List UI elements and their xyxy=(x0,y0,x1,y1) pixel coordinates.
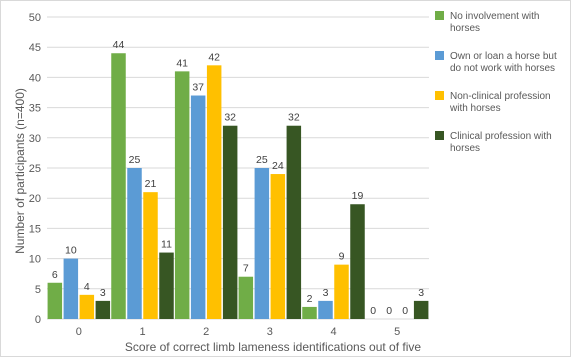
data-label: 3 xyxy=(323,287,329,299)
bar-1-series-1 xyxy=(127,168,142,319)
y-tick-label: 5 xyxy=(35,284,41,296)
bar-0-series-3 xyxy=(95,300,111,319)
data-label: 7 xyxy=(243,263,249,275)
y-tick-label: 0 xyxy=(35,314,41,326)
legend-item-2: Non-clinical profession with horses xyxy=(435,91,551,114)
legend-swatch xyxy=(435,51,444,60)
y-tick-label: 45 xyxy=(29,42,41,54)
data-label: 9 xyxy=(339,251,345,263)
bar-0-series-0 xyxy=(47,282,63,319)
bar-1-series-3 xyxy=(159,252,174,319)
bar-5-series-3 xyxy=(413,300,429,319)
data-label: 0 xyxy=(402,305,408,317)
data-label: 42 xyxy=(208,51,220,63)
y-axis-title: Number of participants (n=400) xyxy=(13,88,27,254)
legend: No involvement with horses Own or loan a h… xyxy=(435,11,557,154)
x-tick-label: 2 xyxy=(203,326,209,338)
legend-label: Clinical profession with horses xyxy=(450,131,552,154)
data-label: 3 xyxy=(418,287,424,299)
data-label: 32 xyxy=(288,112,300,124)
data-label: 19 xyxy=(352,190,364,202)
legend-label: No involvement with horses xyxy=(450,11,539,34)
x-tick-label: 4 xyxy=(330,326,336,338)
data-label: 11 xyxy=(161,239,172,251)
bar-0-series-2 xyxy=(79,294,95,319)
legend-item-0: No involvement with horses xyxy=(435,11,539,34)
legend-label: Non-clinical profession with horses xyxy=(449,91,551,114)
bar-4-series-1 xyxy=(318,300,333,319)
data-label: 2 xyxy=(307,293,313,305)
bar-3-series-3 xyxy=(286,125,302,319)
bar-1-series-0 xyxy=(111,53,126,320)
data-label: 44 xyxy=(113,39,125,51)
bar-2-series-0 xyxy=(174,71,190,319)
y-tick-label: 35 xyxy=(29,103,41,115)
y-tick-labels: 0 5 10 15 20 25 30 35 40 45 50 xyxy=(29,12,41,326)
x-tick-label: 5 xyxy=(394,326,400,338)
y-tick-label: 50 xyxy=(29,12,41,24)
legend-swatch xyxy=(435,131,444,140)
data-label: 37 xyxy=(192,82,204,94)
y-tick-label: 15 xyxy=(29,223,41,235)
data-label: 3 xyxy=(100,287,106,299)
bar-3-series-0 xyxy=(238,276,254,319)
legend-swatch xyxy=(435,11,444,20)
bar-3-series-2 xyxy=(270,174,286,319)
y-tick-label: 20 xyxy=(29,193,41,205)
x-tick-labels: 0 1 2 3 4 5 xyxy=(76,326,400,338)
data-label: 25 xyxy=(256,154,268,166)
bar-1-series-2 xyxy=(143,192,158,319)
x-tick-label: 0 xyxy=(76,326,82,338)
y-tick-label: 30 xyxy=(29,133,41,145)
y-tick-label: 40 xyxy=(29,72,41,84)
data-label: 4 xyxy=(84,281,90,293)
bar-0-series-1 xyxy=(63,258,79,319)
bar-4-series-2 xyxy=(334,264,349,319)
x-tick-label: 3 xyxy=(267,326,273,338)
bars-layer xyxy=(47,53,429,320)
x-axis-title: Score of correct limb lameness identific… xyxy=(125,340,421,354)
bar-4-series-0 xyxy=(302,306,317,319)
data-label: 0 xyxy=(370,305,376,317)
data-label: 6 xyxy=(52,269,58,281)
data-label: 0 xyxy=(386,305,392,317)
y-tick-label: 25 xyxy=(29,163,41,175)
y-tick-label: 10 xyxy=(29,254,41,266)
bar-2-series-3 xyxy=(222,125,238,319)
legend-item-1: Own or loan a horse but do not work with … xyxy=(435,51,557,74)
bar-2-series-1 xyxy=(190,95,206,320)
legend-swatch xyxy=(435,91,444,100)
data-label: 21 xyxy=(145,178,157,190)
x-tick-label: 1 xyxy=(139,326,145,338)
legend-label: Own or loan a horse but do not work with … xyxy=(450,51,557,74)
bar-4-series-3 xyxy=(350,204,365,319)
data-label: 10 xyxy=(65,245,77,257)
data-label: 25 xyxy=(129,154,141,166)
data-label: 32 xyxy=(224,112,236,124)
data-label: 41 xyxy=(176,57,188,69)
bar-3-series-1 xyxy=(254,168,270,319)
bar-2-series-2 xyxy=(206,65,222,319)
grid-layer xyxy=(47,16,429,320)
legend-item-3: Clinical profession with horses xyxy=(435,131,552,154)
data-label: 24 xyxy=(272,160,284,172)
